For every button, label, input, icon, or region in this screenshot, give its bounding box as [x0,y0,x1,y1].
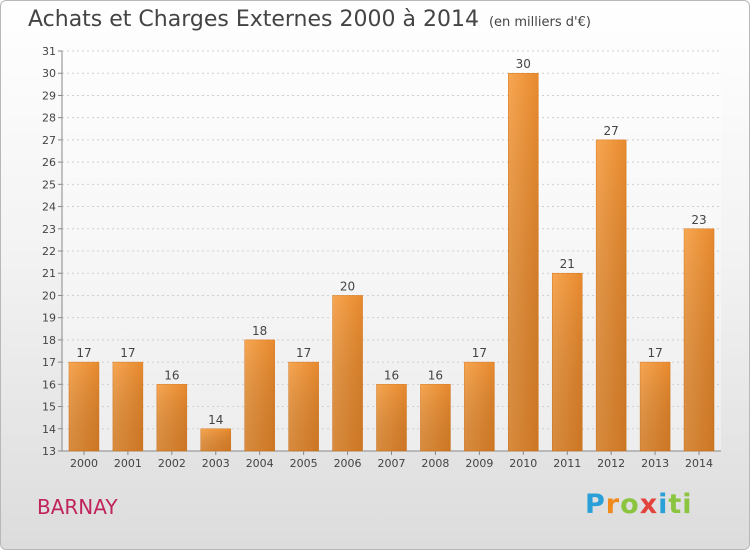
bar-value-label: 20 [340,279,355,293]
x-tick-label: 2010 [509,457,537,470]
bar-shade [112,362,143,451]
y-tick-label: 22 [42,245,56,258]
x-tick-label: 2003 [202,457,230,470]
x-tick-label: 2004 [246,457,274,470]
y-tick-label: 25 [42,178,56,191]
bar-value-label: 17 [76,346,91,360]
x-tick-label: 2000 [70,457,98,470]
y-tick-label: 19 [42,312,56,325]
x-tick-label: 2008 [421,457,449,470]
y-tick-label: 29 [42,89,56,102]
y-tick-label: 17 [42,356,56,369]
data-labels: 17 17 16 14 18 17 20 16 16 17 30 21 27 17 23 [76,57,706,427]
y-tick-label: 15 [42,401,56,414]
bar-shade [68,362,99,451]
x-tick-label: 2005 [290,457,318,470]
x-tick-label: 2006 [334,457,362,470]
proxiti-logo: Proxiti [585,489,693,520]
y-tick-label: 21 [42,267,56,280]
bars [68,72,715,452]
bar-shade [552,273,583,451]
bar-value-label: 16 [428,368,443,382]
x-tick-label: 2013 [641,457,669,470]
location-label: BARNAY [37,495,118,519]
bar-value-label: 16 [164,368,179,382]
y-tick-label: 24 [42,201,56,214]
x-tick-label: 2014 [685,457,713,470]
bar-shade [288,362,319,451]
bar-value-label: 23 [691,213,706,227]
bar-shade [420,384,451,451]
bar-value-label: 21 [560,257,575,271]
logo-letter: x [639,489,659,520]
y-tick-label: 27 [42,134,56,147]
chart-title-text: Achats et Charges Externes 2000 à 2014 [28,7,479,32]
x-tick-label: 2001 [114,457,142,470]
x-tick-label: 2009 [465,457,493,470]
bar-value-label: 16 [384,368,399,382]
chart-unit: (en milliers d'€) [488,15,591,30]
logo-letter: P [585,489,606,520]
y-tick-label: 26 [42,156,56,169]
x-tick-label: 2007 [378,457,406,470]
bar-value-label: 17 [647,346,662,360]
y-tick-label: 20 [42,289,56,302]
logo-letter: o [620,489,640,520]
bar-value-label: 17 [120,346,135,360]
y-tick-label: 31 [42,45,56,58]
bar-shade [596,139,627,451]
y-tick-label: 13 [42,445,56,458]
bar-value-label: 17 [472,346,487,360]
y-tick-label: 23 [42,223,56,236]
logo-letter: i [658,489,669,520]
bar-shade [508,73,539,451]
y-tick-label: 14 [42,423,56,436]
logo-letter: ti [668,489,693,520]
y-tick-label: 28 [42,112,56,125]
x-tick-label: 2011 [553,457,581,470]
bar-shade [464,362,495,451]
logo-letter: r [605,489,621,520]
bar-value-label: 14 [208,413,223,427]
bar-value-label: 18 [252,324,267,338]
x-tick-label: 2002 [158,457,186,470]
bar-shade [156,384,187,451]
y-tick-label: 16 [42,378,56,391]
bar-value-label: 30 [516,57,531,71]
y-tick-label: 18 [42,334,56,347]
bar-shade [332,295,363,451]
bar-shade [684,228,715,451]
x-tick-label: 2012 [597,457,625,470]
chart-title: Achats et Charges Externes 2000 à 2014 (e… [28,7,591,32]
bar-shade [640,362,671,451]
bar-shade [200,428,231,451]
bar-value-label: 27 [604,124,619,138]
bar-shade [244,339,275,451]
bar-shade [376,384,407,451]
y-tick-label: 30 [42,67,56,80]
bar-value-label: 17 [296,346,311,360]
